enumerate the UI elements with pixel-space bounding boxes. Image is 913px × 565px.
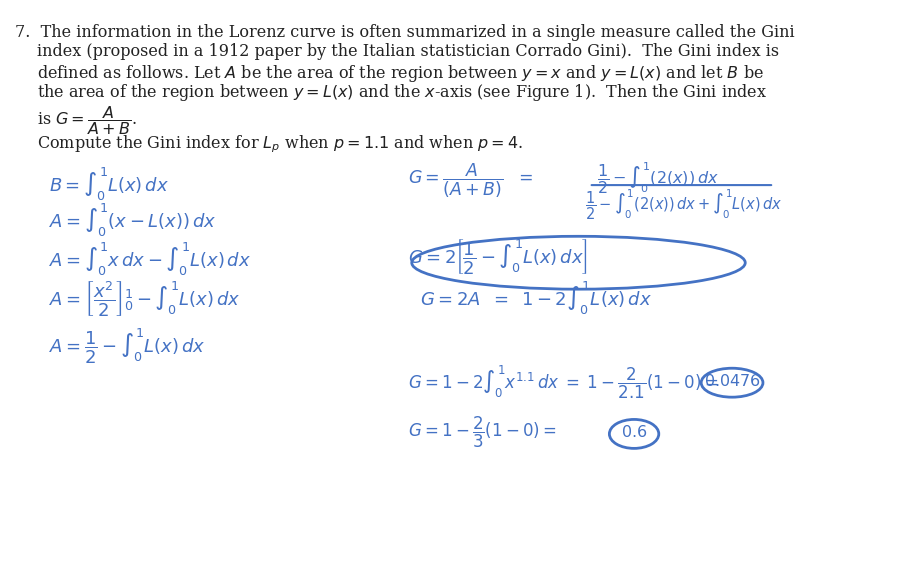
Text: is $G = \dfrac{A}{A+B}$.: is $G = \dfrac{A}{A+B}$. [37,105,137,137]
Text: Compute the Gini index for $L_p$ when $p = 1.1$ and when $p = 4$.: Compute the Gini index for $L_p$ when $p… [37,133,523,155]
Text: $A = \int_0^1 (x - L(x))\,dx$: $A = \int_0^1 (x - L(x))\,dx$ [49,202,217,239]
Text: 7.  The information in the Lorenz curve is often summarized in a single measure : 7. The information in the Lorenz curve i… [15,24,794,41]
Text: $G = 1 - \dfrac{2}{3}(1-0) = $: $G = 1 - \dfrac{2}{3}(1-0) = $ [407,415,557,450]
Text: the area of the region between $y = L(x)$ and the $x$-axis (see Figure 1).  Then: the area of the region between $y = L(x)… [37,82,767,103]
Text: $0.6$: $0.6$ [621,424,647,440]
Text: $G = 1 - 2\int_0^1 x^{1.1}\,dx \;=\; 1 - \dfrac{2}{2.1}(1-0) = $: $G = 1 - 2\int_0^1 x^{1.1}\,dx \;=\; 1 -… [407,363,718,401]
Text: $\dfrac{1}{2} - \int_0^1 (2(x))\,dx + \int_0^1 L(x)\,dx$: $\dfrac{1}{2} - \int_0^1 (2(x))\,dx + \i… [584,188,782,223]
Text: $0.0476$: $0.0476$ [704,373,761,389]
Text: index (proposed in a 1912 paper by the Italian statistician Corrado Gini).  The : index (proposed in a 1912 paper by the I… [37,43,779,60]
Text: $A = \left[\dfrac{x^2}{2}\right]_0^1 - \int_0^1 L(x)\,dx$: $A = \left[\dfrac{x^2}{2}\right]_0^1 - \… [49,280,241,319]
Text: defined as follows. Let $A$ be the area of the region between $y = x$ and $y = L: defined as follows. Let $A$ be the area … [37,63,764,84]
Text: $B = \int_0^1 L(x)\,dx$: $B = \int_0^1 L(x)\,dx$ [49,166,170,203]
Text: $\dfrac{1}{2} - \int_0^1 (2(x))\,dx$: $\dfrac{1}{2} - \int_0^1 (2(x))\,dx$ [597,160,719,196]
Text: $A = \dfrac{1}{2} - \int_0^1 L(x)\,dx$: $A = \dfrac{1}{2} - \int_0^1 L(x)\,dx$ [49,327,206,366]
Text: $A = \int_0^1 x\,dx - \int_0^1 L(x)\,dx$: $A = \int_0^1 x\,dx - \int_0^1 L(x)\,dx$ [49,241,252,278]
Text: $G = 2\left[\dfrac{1}{2} - \int_0^1 L(x)\,dx\right]$: $G = 2\left[\dfrac{1}{2} - \int_0^1 L(x)… [407,238,588,277]
Text: $G = \dfrac{A}{(A+B)}$  $=$: $G = \dfrac{A}{(A+B)}$ $=$ [407,161,532,199]
Text: $G = 2A \;\; = \;\; 1 - 2\int_0^1 L(x)\,dx$: $G = 2A \;\; = \;\; 1 - 2\int_0^1 L(x)\,… [420,280,652,317]
